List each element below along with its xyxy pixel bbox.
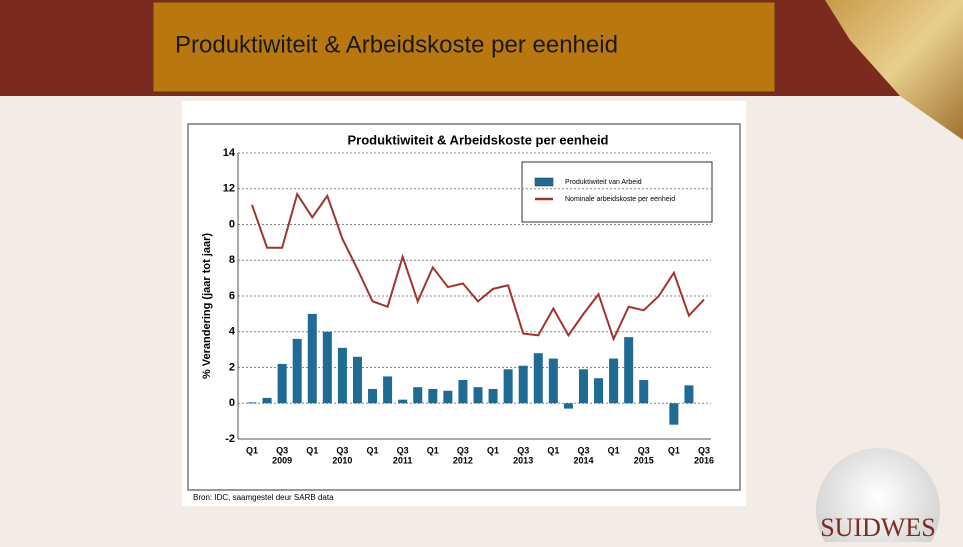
source: Bron: IDC, saamgestel deur SARB data (193, 493, 334, 502)
x-tick-label: Q1 (547, 445, 559, 455)
x-tick-label: Q3 (698, 445, 710, 455)
legend-swatch (534, 177, 554, 187)
x-year-label: 2010 (332, 455, 352, 465)
x-tick-label: Q1 (487, 445, 499, 455)
x-tick-label: Q3 (336, 445, 348, 455)
bar (639, 380, 649, 404)
bar (503, 369, 513, 404)
bar (277, 363, 287, 404)
logo (816, 448, 940, 547)
bar (518, 365, 528, 404)
x-tick-label: Q3 (457, 445, 469, 455)
line (251, 191, 705, 342)
y-tick-label: 0 (229, 218, 235, 230)
bar (443, 390, 453, 404)
y-tick-label: 8 (229, 254, 235, 266)
bar (428, 388, 438, 404)
x-year-label: 2013 (513, 455, 533, 465)
x-tick-label: Q3 (517, 445, 529, 455)
bar (578, 369, 588, 404)
x-year-label: 2015 (634, 455, 654, 465)
x-year-label: 2009 (272, 455, 292, 465)
bar (247, 402, 257, 404)
y-tick-label: 4 (229, 326, 236, 338)
x-year-label: 2014 (573, 455, 593, 465)
legend-label: Produktiwiteit van Arbeid (565, 179, 642, 186)
y-tick-label: 14 (223, 147, 236, 159)
x-tick-label: Q1 (246, 445, 258, 455)
x-tick-label: Q1 (427, 445, 439, 455)
chart-title: Produktiwiteit & Arbeidskoste per eenhei… (347, 132, 608, 147)
bar (473, 387, 483, 404)
x-tick-label: Q3 (276, 445, 288, 455)
logo-text: SUIDWES (820, 513, 936, 542)
x-tick-label: Q1 (306, 445, 318, 455)
slide-title: Produktiwiteit & Arbeidskoste per eenhei… (175, 31, 618, 58)
bar (337, 347, 347, 404)
bar (684, 385, 694, 404)
bar (292, 338, 302, 404)
title-box (152, 1, 776, 93)
x-year-label: 2016 (694, 455, 714, 465)
bar (352, 356, 362, 404)
bar (563, 403, 573, 409)
wheat-image (825, 0, 963, 140)
y-tick-label: -2 (225, 433, 235, 445)
bar (262, 397, 272, 404)
x-year-label: 2011 (393, 455, 413, 465)
bar (458, 380, 468, 404)
x-tick-label: Q1 (367, 445, 379, 455)
y-tick-label: 0 (229, 397, 235, 409)
bar (322, 331, 332, 404)
x-tick-label: Q3 (397, 445, 409, 455)
bar (488, 388, 498, 404)
bar (398, 399, 408, 404)
bar (624, 337, 634, 404)
bar (368, 388, 378, 404)
x-tick-label: Q1 (608, 445, 620, 455)
bar (307, 313, 317, 404)
chart-frame (187, 123, 741, 491)
x-year-label: 2012 (453, 455, 473, 465)
legend-box (521, 161, 713, 223)
x-tick-label: Q3 (638, 445, 650, 455)
x-tick-label: Q1 (668, 445, 680, 455)
bar (413, 387, 423, 404)
bar (594, 378, 604, 404)
bar (669, 403, 679, 425)
x-tick-label: Q3 (577, 445, 589, 455)
y-tick-label: 2 (229, 361, 235, 373)
y-tick-label: 6 (229, 290, 235, 302)
bar (609, 358, 619, 404)
bar (548, 358, 558, 404)
legend-label: Nominale arbeidskoste per eenheid (565, 196, 675, 203)
bar (383, 376, 393, 404)
y-axis-label: % Verandering (jaar tot jaar) (201, 233, 213, 379)
bar (533, 353, 543, 404)
y-tick-label: 12 (223, 183, 235, 195)
